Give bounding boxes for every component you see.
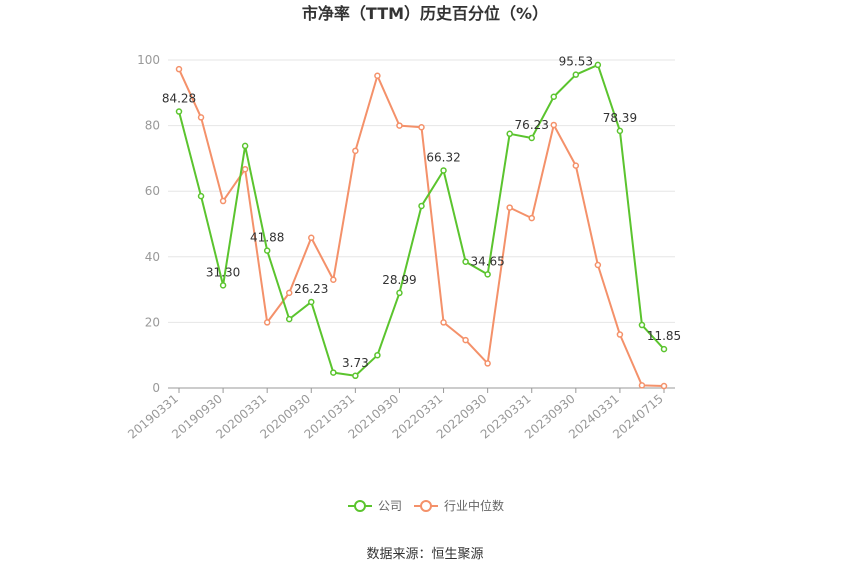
y-tick-label: 80: [145, 119, 160, 133]
legend-label: 行业中位数: [444, 498, 504, 513]
data-point: [396, 289, 403, 297]
data-point: [660, 345, 668, 353]
data-label: 31.30: [206, 265, 240, 279]
legend-item[interactable]: 行业中位数: [414, 498, 504, 513]
data-point: [660, 382, 668, 390]
data-point: [528, 134, 535, 142]
y-tick-label: 40: [145, 250, 160, 264]
data-point: [374, 351, 381, 359]
data-point: [241, 165, 249, 173]
data-label: 84.28: [162, 92, 196, 106]
y-tick-label: 0: [152, 381, 160, 395]
legend[interactable]: 公司 行业中位数: [348, 498, 504, 513]
data-labels: 84.28 31.30 41.88 26.23 3.73 28.99 66.32 34.65 7…: [162, 55, 681, 370]
data-point: [506, 130, 513, 138]
source-note: 数据来源：恒生聚源: [366, 547, 483, 562]
series-layer: [175, 61, 668, 390]
data-point: [308, 298, 315, 306]
data-label: 34.65: [470, 254, 504, 268]
data-point: [594, 61, 602, 69]
data-point: [285, 315, 293, 323]
data-point: [506, 204, 513, 211]
data-point: [550, 93, 558, 100]
data-point: [440, 319, 447, 326]
data-point: [462, 258, 469, 265]
data-label: 26.23: [294, 282, 328, 296]
data-point: [418, 202, 425, 210]
data-point: [638, 382, 646, 389]
data-label: 28.99: [382, 273, 416, 287]
data-point: [638, 321, 646, 329]
data-point: [462, 336, 469, 344]
data-point: [484, 360, 491, 367]
data-label: 11.85: [647, 329, 681, 343]
gridlines: [168, 59, 675, 323]
legend-swatch-marker: [420, 500, 432, 512]
data-label: 76.23: [515, 118, 549, 132]
data-point: [572, 162, 580, 169]
y-tick-label: 100: [137, 53, 160, 67]
data-point: [396, 122, 403, 129]
data-label: 78.39: [603, 111, 637, 125]
y-axis-ticks: 0 20 40 60 80 100: [137, 53, 160, 395]
legend-item[interactable]: 公司: [348, 499, 402, 513]
y-tick-label: 60: [145, 184, 160, 198]
data-point: [616, 331, 624, 338]
data-point: [330, 276, 337, 284]
data-label: 66.32: [426, 150, 460, 164]
data-point: [352, 147, 359, 155]
data-point: [374, 72, 381, 79]
data-point: [219, 282, 227, 289]
data-point: [285, 289, 293, 297]
data-point: [263, 247, 271, 254]
data-point: [550, 121, 558, 129]
data-point: [175, 108, 183, 115]
data-point: [572, 71, 580, 78]
data-point: [528, 214, 535, 222]
data-point: [241, 142, 249, 150]
data-point: [594, 261, 602, 269]
data-point: [308, 234, 315, 242]
x-axis: 2019033120190930202003312020093020210331…: [125, 387, 675, 442]
data-point: [197, 192, 205, 200]
data-point: [484, 271, 491, 278]
data-point: [197, 114, 205, 121]
legend-label: 公司: [378, 499, 402, 513]
data-point: [175, 65, 183, 73]
data-point: [330, 369, 337, 376]
chart-title: 市净率（TTM）历史百分位（%）: [302, 4, 548, 23]
data-point: [418, 123, 425, 131]
data-point: [440, 167, 447, 174]
data-label: 3.73: [342, 356, 369, 370]
data-point: [352, 372, 359, 380]
series-line: [178, 68, 665, 388]
legend-swatch-marker: [354, 500, 366, 512]
data-label: 95.53: [559, 55, 593, 69]
data-label: 41.88: [250, 231, 284, 245]
y-tick-label: 20: [145, 315, 160, 329]
data-point: [263, 319, 271, 326]
data-point: [219, 197, 227, 205]
data-point: [616, 127, 624, 135]
